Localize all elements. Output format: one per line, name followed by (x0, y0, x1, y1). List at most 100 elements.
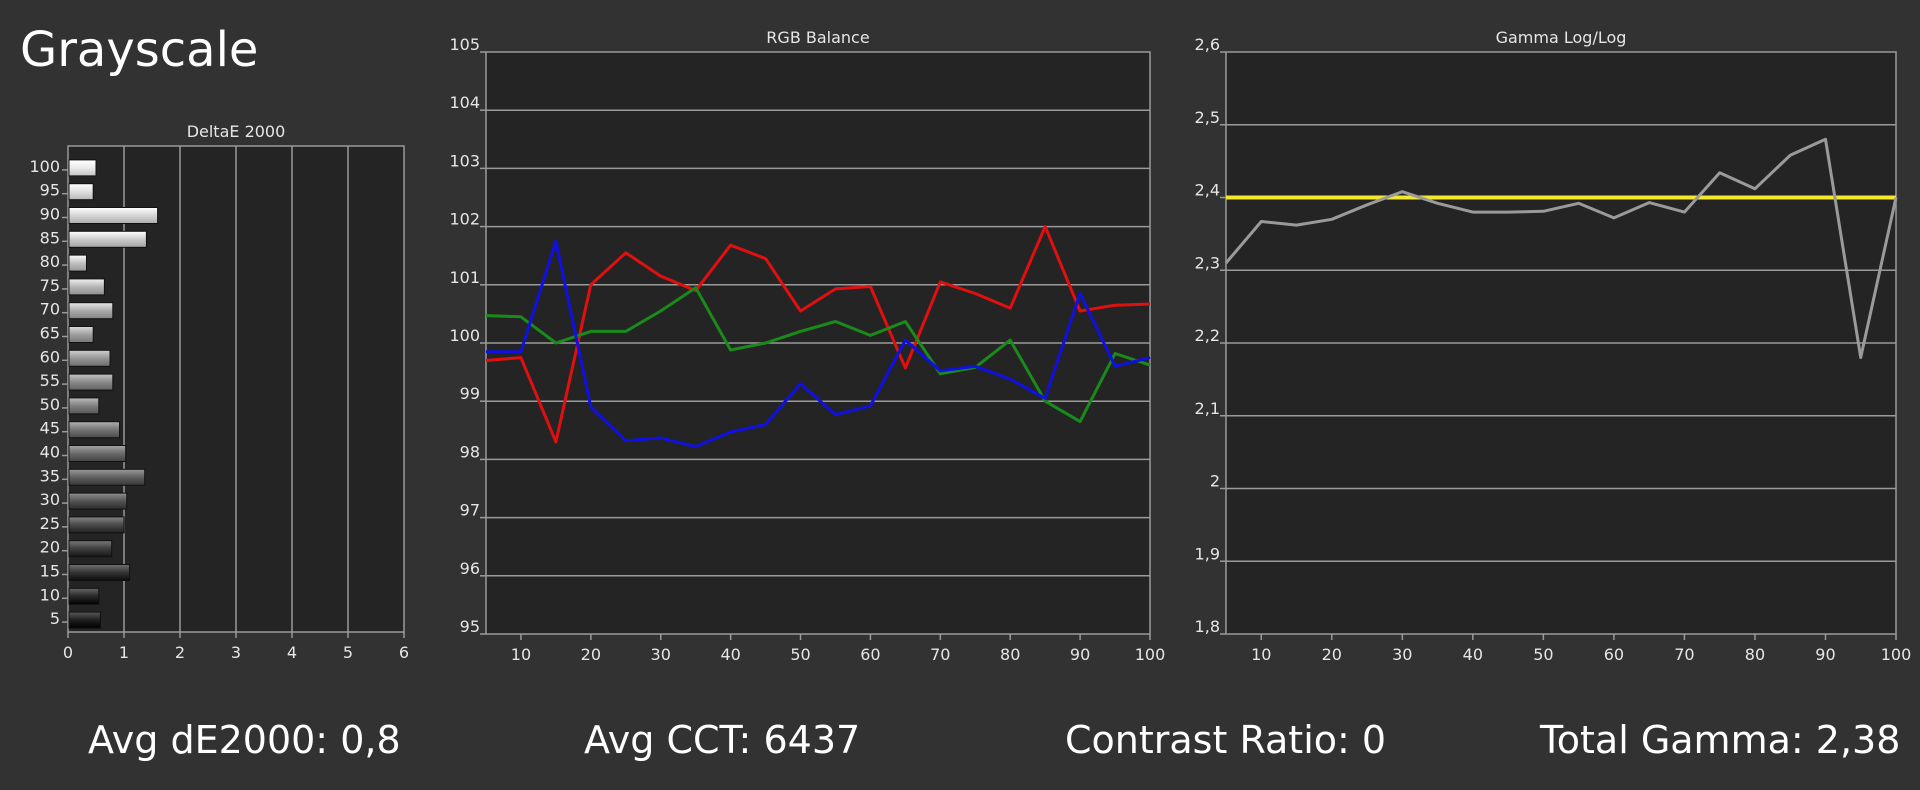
deltae-y-tick-label: 65 (40, 324, 60, 343)
deltae-bar (68, 587, 100, 605)
avg-de-value: 0,8 (340, 718, 401, 762)
deltae-y-tick-label: 20 (40, 538, 60, 557)
deltae-y-tick-label: 30 (40, 490, 60, 509)
deltae-bar (68, 516, 125, 534)
deltae-bar (68, 468, 146, 486)
deltae-y-tick-label: 10 (40, 585, 60, 604)
deltae-bar (68, 302, 114, 320)
gamma-x-tick-label: 100 (1881, 645, 1912, 664)
rgb-balance-x-tick-label: 80 (1000, 645, 1020, 664)
rgb-balance-x-tick-label: 10 (511, 645, 531, 664)
gamma-x-tick-label: 40 (1463, 645, 1483, 664)
deltae-x-tick-label: 4 (287, 643, 297, 662)
rgb-balance-y-tick-label: 99 (460, 384, 480, 403)
rgb-balance-x-tick-label: 30 (651, 645, 671, 664)
rgb-balance-y-tick-label: 98 (460, 442, 480, 461)
total-gamma-label: Total Gamma: (1540, 718, 1804, 762)
gamma-y-tick-label: 2,2 (1195, 326, 1220, 345)
rgb-balance-chart-title: RGB Balance (766, 28, 869, 47)
gamma-y-tick-label: 2,3 (1195, 253, 1220, 272)
deltae-bar (68, 492, 128, 510)
gamma-x-tick-label: 20 (1322, 645, 1342, 664)
deltae-y-tick-label: 25 (40, 514, 60, 533)
deltae-y-tick-label: 40 (40, 443, 60, 462)
deltae-y-tick-label: 85 (40, 228, 60, 247)
rgb-balance-x-tick-label: 100 (1135, 645, 1166, 664)
gamma-x-tick-label: 30 (1392, 645, 1412, 664)
deltae-y-tick-label: 100 (29, 157, 60, 176)
deltae-y-tick-label: 70 (40, 300, 60, 319)
gamma-y-tick-label: 2 (1210, 472, 1220, 491)
rgb-balance-series-line (485, 225, 1151, 444)
rgb-balance-x-tick-label: 70 (930, 645, 950, 664)
rgb-balance-y-tick-label: 103 (449, 151, 480, 170)
rgb-balance-series-line (485, 286, 1151, 424)
rgb-balance-x-tick-label: 90 (1070, 645, 1090, 664)
deltae-x-tick-label: 5 (343, 643, 353, 662)
total-gamma-value: 2,38 (1815, 718, 1901, 762)
deltae-y-tick-label: 5 (50, 609, 60, 628)
deltae-bar (68, 159, 97, 177)
gamma-x-tick-label: 50 (1533, 645, 1553, 664)
deltae-y-tick-label: 35 (40, 466, 60, 485)
deltae-bar (68, 445, 127, 462)
deltae-bar (68, 611, 101, 629)
rgb-balance-y-tick-label: 97 (460, 501, 480, 520)
deltae-y-tick-label: 90 (40, 205, 60, 224)
deltae-x-tick-label: 3 (231, 643, 241, 662)
gamma-x-tick-label: 80 (1745, 645, 1765, 664)
rgb-balance-series-line (486, 239, 1151, 449)
deltae-bar (68, 254, 87, 272)
rgb-balance-y-tick-label: 101 (449, 268, 480, 287)
avg-cct-value: 6437 (763, 718, 861, 762)
rgb-balance-x-tick-label: 20 (581, 645, 601, 664)
deltae-bar (68, 373, 114, 391)
rgb-balance-x-tick-label: 50 (790, 645, 810, 664)
deltae-bar (68, 278, 105, 296)
gamma-x-tick-label: 10 (1251, 645, 1271, 664)
deltae-y-tick-label: 45 (40, 419, 60, 438)
gamma-x-tick-label: 70 (1674, 645, 1694, 664)
deltae-y-tick-label: 15 (40, 562, 60, 581)
deltae-x-tick-label: 2 (175, 643, 185, 662)
gamma-y-tick-label: 2,5 (1195, 108, 1220, 127)
deltae-x-tick-label: 0 (63, 643, 73, 662)
page-title: Grayscale (20, 22, 259, 78)
deltae-y-tick-label: 80 (40, 252, 60, 271)
deltae-bar (68, 230, 147, 248)
total-gamma-stat: Total Gamma: 2,38 (1540, 718, 1900, 762)
gamma-y-tick-label: 2,1 (1195, 399, 1220, 418)
rgb-balance-y-tick-label: 95 (460, 617, 480, 636)
avg-cct-stat: Avg CCT: 6437 (584, 718, 860, 762)
deltae-x-tick-label: 6 (399, 643, 409, 662)
deltae-bar (68, 183, 94, 201)
deltae-chart-title: DeltaE 2000 (187, 122, 286, 141)
deltae-y-tick-label: 75 (40, 276, 60, 295)
gamma-x-tick-label: 60 (1604, 645, 1624, 664)
deltae-bar (68, 207, 159, 224)
rgb-balance-y-tick-label: 102 (449, 210, 480, 229)
gamma-y-tick-label: 1,8 (1195, 617, 1220, 636)
deltae-bar (68, 564, 131, 581)
rgb-balance-y-tick-label: 104 (449, 93, 480, 112)
contrast-ratio-label: Contrast Ratio: (1065, 718, 1350, 762)
deltae-bar (68, 397, 100, 415)
rgb-balance-x-tick-label: 40 (720, 645, 740, 664)
contrast-ratio-value: 0 (1361, 718, 1387, 762)
rgb-balance-x-tick-label: 60 (860, 645, 880, 664)
deltae-y-tick-label: 50 (40, 395, 60, 414)
gamma-x-tick-label: 90 (1815, 645, 1835, 664)
rgb-balance-y-tick-label: 100 (449, 326, 480, 345)
deltae-y-tick-label: 60 (40, 347, 60, 366)
deltae-bar (68, 349, 111, 367)
gamma-series-line (1224, 137, 1898, 359)
deltae-y-tick-label: 95 (40, 181, 60, 200)
avg-de-label: Avg dE2000: (88, 718, 329, 762)
rgb-balance-y-tick-label: 96 (460, 559, 480, 578)
gamma-y-tick-label: 2,4 (1195, 181, 1220, 200)
avg-de-stat: Avg dE2000: 0,8 (88, 718, 401, 762)
rgb-balance-y-tick-label: 105 (449, 35, 480, 54)
deltae-y-tick-label: 55 (40, 371, 60, 390)
avg-cct-label: Avg CCT: (584, 718, 752, 762)
